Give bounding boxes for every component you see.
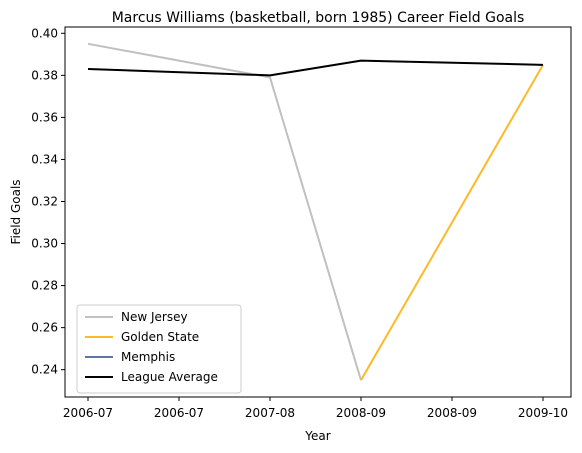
series-line-golden-state	[360, 64, 544, 381]
series-line-new-jersey	[87, 42, 362, 381]
x-tick-label: 2006-07	[63, 406, 113, 420]
y-tick-label: 0.24	[31, 363, 58, 377]
x-tick-label: 2008-09	[427, 406, 477, 420]
y-tick-label: 0.28	[31, 279, 58, 293]
y-axis-label: Field Goals	[9, 179, 23, 244]
y-tick-label: 0.26	[31, 321, 58, 335]
chart-title: Marcus Williams (basketball, born 1985) …	[112, 10, 525, 26]
y-tick-label: 0.30	[31, 237, 58, 251]
legend: New Jersey Golden State Memphis League Aver…	[76, 304, 242, 394]
legend-box	[76, 304, 242, 394]
y-tick-label: 0.32	[31, 194, 58, 208]
x-tick-label: 2007-08	[245, 406, 295, 420]
legend-label-memphis: Memphis	[121, 350, 175, 364]
y-axis: 0.24 0.26 0.28 0.30 0.32 0.34 0.36 0.38 0.40	[31, 26, 65, 377]
x-axis-label: Year	[304, 429, 330, 443]
x-tick-label: 2006-07	[154, 406, 204, 420]
y-tick-label: 0.38	[31, 68, 58, 82]
plot-frame	[64, 26, 572, 398]
series-line-league-average	[87, 59, 544, 77]
x-tick-label: 2009-10	[518, 406, 568, 420]
legend-label-new-jersey: New Jersey	[121, 310, 188, 324]
plot-lines	[87, 42, 544, 381]
x-axis: 2006-07 2006-07 2007-08 2008-09 2008-09 2009-…	[63, 397, 568, 420]
y-tick-label: 0.36	[31, 110, 58, 124]
x-tick-label: 2008-09	[336, 406, 386, 420]
legend-label-golden-state: Golden State	[121, 330, 199, 344]
y-tick-label: 0.40	[31, 26, 58, 40]
legend-label-league-average: League Average	[121, 370, 218, 384]
y-tick-label: 0.34	[31, 152, 58, 166]
